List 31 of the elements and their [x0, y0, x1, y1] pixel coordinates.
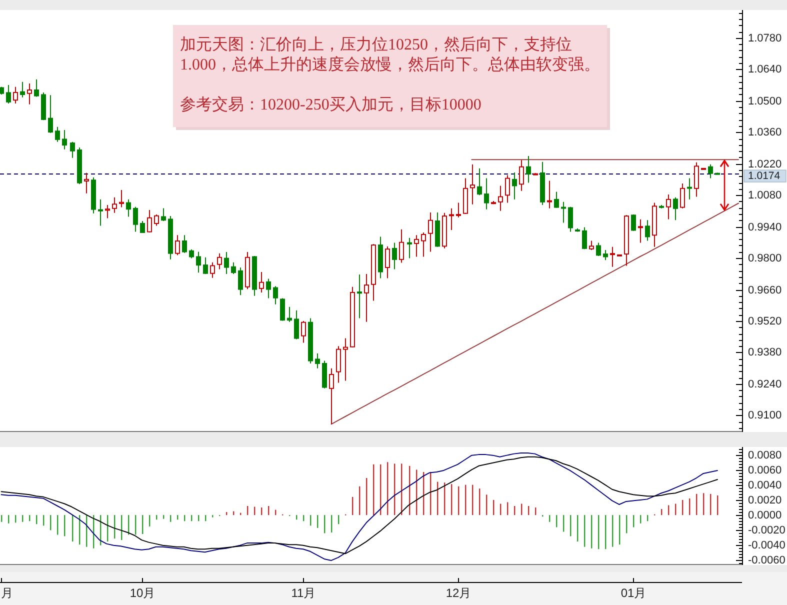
y-tick-label: 0.9660	[748, 284, 782, 296]
y-tick-label: 0.9100	[748, 410, 782, 422]
y-tick-label: 1.0500	[748, 96, 782, 108]
ref-line-label: 1.0174	[748, 170, 780, 182]
ref-line-label: 1.0174	[744, 170, 786, 182]
x-tick-label: 11月	[291, 586, 316, 600]
y-tick-label: 0.0080	[748, 450, 782, 462]
annotation: 参考交易：10200-250买入加元，目标10000	[180, 96, 482, 114]
y-tick-label: 0.0040	[748, 480, 782, 492]
y-tick-label: 1.0780	[748, 32, 782, 44]
y-tick-label: 0.0060	[748, 464, 782, 476]
y-tick-label: -0.0020	[748, 524, 786, 536]
y-tick-label: 0.9240	[748, 378, 782, 390]
y-tick-label: 0.9380	[748, 346, 782, 358]
x-tick-label: 12月	[446, 586, 472, 600]
x-tick-label: 10月	[130, 586, 156, 600]
annotation: 1.000，总体上升的速度会放慢，然后向下。总体由软变强。	[180, 56, 600, 74]
x-tick-label: 月	[1, 586, 13, 600]
y-tick-label: 1.0360	[748, 126, 782, 138]
x-tick-label: 01月	[620, 586, 646, 600]
y-tick-label: 1.0640	[748, 64, 782, 76]
y-tick-label: 0.9940	[748, 222, 782, 234]
annotation: 加元天图：汇价向上，压力位10250，然后向下，支持位	[180, 36, 572, 54]
y-tick-label: 0.9800	[748, 252, 782, 264]
y-tick-label: 0.0020	[748, 494, 782, 506]
y-tick-label: 1.0220	[748, 158, 782, 170]
y-tick-label: -0.0060	[748, 554, 786, 566]
y-tick-label: 1.0080	[748, 190, 782, 202]
y-tick-label: 0.0000	[748, 510, 782, 522]
y-tick-label: 0.9520	[748, 316, 782, 328]
y-tick-label: -0.0040	[748, 540, 786, 552]
